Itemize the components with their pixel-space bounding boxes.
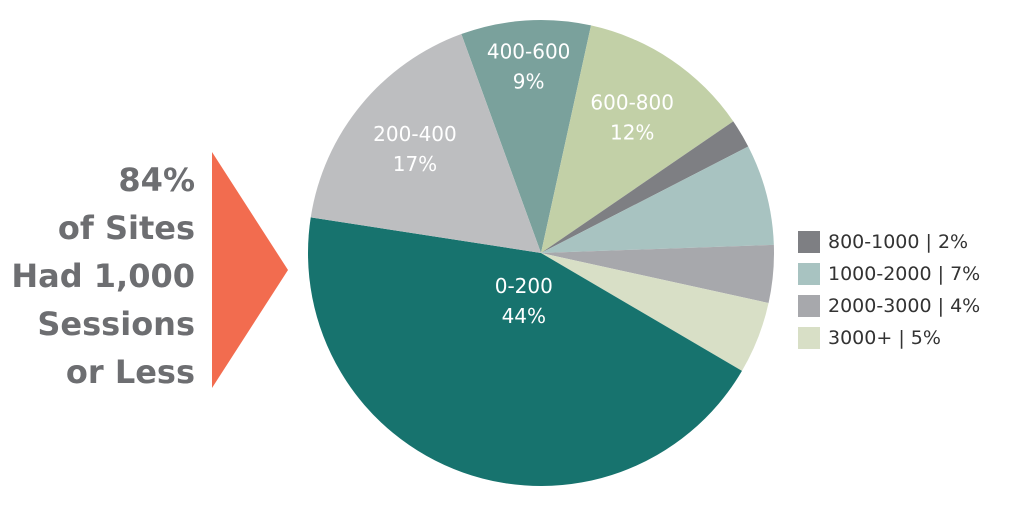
legend-value: 5% <box>911 327 941 349</box>
slice-value: 9% <box>513 70 545 94</box>
legend-swatch <box>798 231 820 253</box>
legend-entry: 1000-2000 | 7% <box>828 263 980 285</box>
legend-category: 3000+ <box>828 327 892 349</box>
legend-value: 7% <box>950 263 980 285</box>
legend-value: 2% <box>938 231 968 253</box>
pie-slice <box>461 20 592 254</box>
legend-swatch <box>798 295 820 317</box>
annotation-line: Had 1,000 <box>11 257 195 295</box>
legend-separator: | <box>919 231 937 253</box>
pie-slice <box>541 253 769 371</box>
arrow <box>212 152 288 388</box>
legend-swatch <box>798 263 820 285</box>
pie-slice <box>310 34 541 253</box>
legend-swatch <box>798 327 820 349</box>
pie-slice <box>541 146 774 253</box>
slice-category: 0-200 <box>495 274 553 298</box>
pie-slice <box>308 217 742 486</box>
legend-entry: 3000+ | 5% <box>828 327 941 349</box>
legend-category: 800-1000 <box>828 231 919 253</box>
legend-separator: | <box>932 263 950 285</box>
legend-category: 1000-2000 <box>828 263 932 285</box>
legend-value: 4% <box>950 295 980 317</box>
slice-value: 17% <box>393 152 437 176</box>
annotation-line: or Less <box>66 353 195 391</box>
annotation-line: 84% <box>118 161 195 199</box>
legend-entry: 800-1000 | 2% <box>828 231 968 253</box>
slice-value: 12% <box>610 120 654 144</box>
pie-slice <box>541 244 774 304</box>
legend-category: 2000-3000 <box>828 295 932 317</box>
slice-category: 600-800 <box>590 90 674 114</box>
pie-slice <box>541 121 749 253</box>
annotation-line: of Sites <box>58 209 195 247</box>
slice-value: 44% <box>502 304 546 328</box>
slice-category: 200-400 <box>373 122 457 146</box>
legend-entry: 2000-3000 | 4% <box>828 295 980 317</box>
annotation-line: Sessions <box>37 305 195 343</box>
legend-separator: | <box>932 295 950 317</box>
legend-separator: | <box>892 327 910 349</box>
slice-category: 400-600 <box>487 40 571 64</box>
pie-slice <box>541 25 734 253</box>
